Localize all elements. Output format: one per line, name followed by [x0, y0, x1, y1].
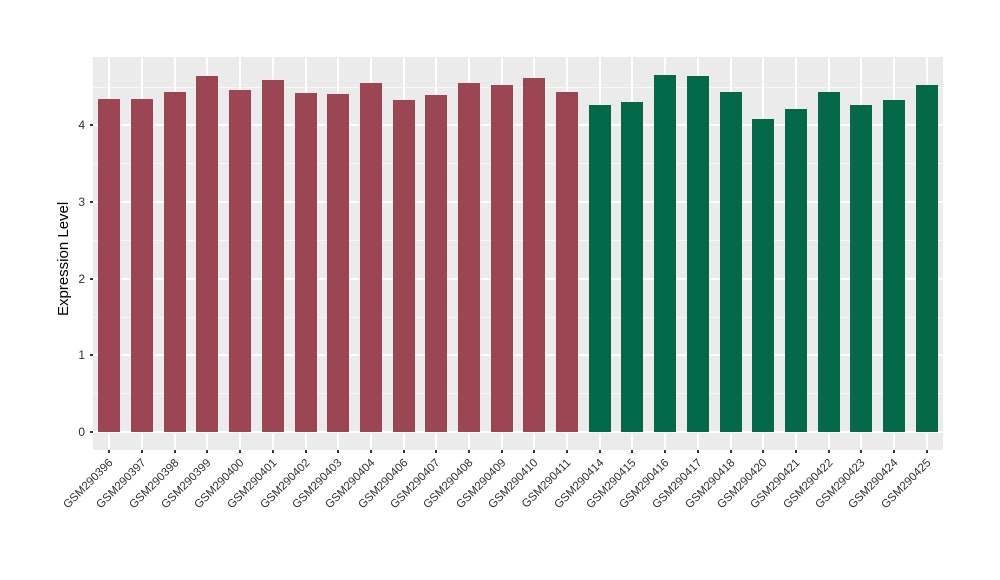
bar-GSM290425 — [915, 84, 938, 433]
x-axis-tick — [173, 450, 176, 453]
bar-GSM290404 — [359, 82, 382, 433]
bar-GSM290397 — [131, 99, 154, 433]
x-axis-tick — [141, 450, 144, 453]
x-axis-tick — [239, 450, 242, 453]
x-axis-tick — [271, 450, 274, 453]
bar-GSM290396 — [98, 98, 121, 433]
bar-GSM290411 — [556, 91, 579, 433]
y-axis-tick-label: 4 — [78, 118, 85, 133]
y-axis-tick — [90, 431, 93, 434]
bar-GSM290416 — [654, 74, 677, 433]
x-axis-tick — [827, 450, 830, 453]
bar-GSM290423 — [850, 104, 873, 433]
x-axis-tick — [696, 450, 699, 453]
bar-GSM290399 — [196, 75, 219, 433]
minor-gridline — [93, 163, 943, 165]
x-axis-tick — [206, 450, 209, 453]
major-gridline — [93, 277, 943, 280]
x-axis-tick — [598, 450, 601, 453]
bar-GSM290420 — [752, 118, 775, 433]
x-axis-tick — [925, 450, 928, 453]
y-axis-tick-label: 2 — [78, 271, 85, 286]
bar-GSM290415 — [621, 102, 644, 433]
x-axis-tick — [892, 450, 895, 453]
x-axis-tick — [664, 450, 667, 453]
x-axis-tick — [794, 450, 797, 453]
major-gridline — [93, 201, 943, 204]
bar-GSM290409 — [490, 84, 513, 433]
x-axis-tick — [631, 450, 634, 453]
minor-gridline — [93, 239, 943, 241]
x-axis-tick — [533, 450, 536, 453]
bar-GSM290401 — [261, 80, 284, 433]
bar-GSM290414 — [588, 104, 611, 433]
plot-panel — [93, 57, 943, 450]
x-axis-tick — [304, 450, 307, 453]
bar-GSM290410 — [523, 77, 546, 433]
bar-GSM290424 — [882, 100, 905, 433]
bar-GSM290407 — [425, 94, 448, 433]
major-gridline — [93, 431, 943, 434]
x-axis-tick — [566, 450, 569, 453]
x-axis-tick — [860, 450, 863, 453]
bar-GSM290398 — [163, 92, 186, 433]
bar-GSM290417 — [686, 76, 709, 433]
bar-GSM290406 — [392, 100, 415, 433]
x-axis-tick — [402, 450, 405, 453]
y-axis-tick-label: 1 — [78, 348, 85, 363]
bar-GSM290421 — [784, 109, 807, 433]
x-axis-tick — [500, 450, 503, 453]
x-axis-tick — [729, 450, 732, 453]
y-axis-tick — [90, 124, 93, 127]
y-axis-tick-label: 0 — [78, 425, 85, 440]
x-axis-tick — [435, 450, 438, 453]
x-axis-tick — [108, 450, 111, 453]
bar-GSM290422 — [817, 91, 840, 433]
y-axis-title: Expression Level — [55, 201, 72, 316]
x-axis-tick — [369, 450, 372, 453]
x-axis-tick — [467, 450, 470, 453]
bar-GSM290403 — [327, 94, 350, 433]
major-gridline — [93, 354, 943, 357]
minor-gridline — [93, 393, 943, 395]
bar-GSM290408 — [457, 83, 480, 433]
bar-GSM290418 — [719, 92, 742, 433]
y-axis-tick-label: 3 — [78, 195, 85, 210]
major-gridline — [93, 124, 943, 127]
y-axis-tick — [90, 201, 93, 204]
bar-GSM290400 — [229, 90, 252, 433]
x-axis-tick — [762, 450, 765, 453]
y-axis-tick — [90, 277, 93, 280]
x-axis-tick — [337, 450, 340, 453]
bar-GSM290402 — [294, 93, 317, 433]
minor-gridline — [93, 316, 943, 318]
minor-gridline — [93, 86, 943, 88]
y-axis-tick — [90, 354, 93, 357]
